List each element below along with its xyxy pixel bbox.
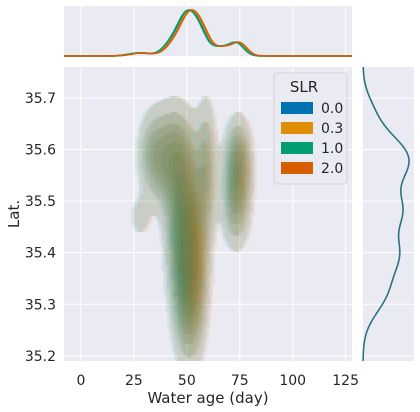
kde-level-0.3: [183, 218, 195, 286]
x-axis-label: Water age (day): [147, 389, 268, 407]
legend-swatch-1.0: [281, 142, 313, 154]
right-marginal-panel: [363, 67, 414, 361]
x-tick-label: 50: [178, 373, 196, 389]
x-tick-label: 100: [279, 373, 306, 389]
x-tick-label: 125: [332, 373, 359, 389]
kde-level-2.0: [149, 124, 251, 346]
joint-kde-contours: [131, 96, 257, 361]
legend-title: SLR: [290, 78, 318, 96]
y-tick-label: 35.3: [25, 297, 56, 313]
y-tick-labels: 35.2 35.3 35.4 35.5 35.6 35.7: [25, 91, 56, 365]
legend-label-0.3: 0.3: [321, 121, 343, 137]
legend-label-0.0: 0.0: [321, 101, 343, 117]
kde-level-1.0: [181, 220, 191, 286]
y-tick-label: 35.7: [25, 91, 56, 107]
x-tick-label: 75: [231, 373, 249, 389]
top-marginal-curves: [64, 9, 352, 57]
kde-level-0.0: [181, 206, 195, 294]
kde-level-0.0: [147, 124, 247, 344]
kde-level-1.0: [151, 132, 243, 334]
kde-level-2.0: [181, 194, 199, 302]
kde-level-0.3: [161, 142, 245, 326]
kde-level-1.0: [145, 124, 247, 344]
x-tick-label: 25: [125, 373, 143, 389]
kde-level-0.0: [179, 194, 197, 302]
kde-level-2.0: [155, 132, 249, 334]
kde-level-2.0: [173, 152, 243, 318]
kde-level-0.3: [153, 132, 247, 336]
kde-level-0.0: [161, 142, 243, 326]
kde-level-2.0: [185, 220, 197, 286]
legend-swatch-0.3: [281, 122, 313, 134]
x-tick-labels: 0 25 50 75 100 125: [76, 373, 359, 389]
y-axis-label: Lat.: [5, 200, 23, 228]
legend-label-2.0: 2.0: [321, 161, 343, 177]
kde-level-1.0: [177, 194, 195, 302]
kde-level-0.3: [179, 170, 199, 310]
kde-level-0.0: [143, 112, 251, 358]
right-marginal-line: [362, 66, 410, 362]
kde-level-1.0: [167, 152, 239, 318]
y-tick-label: 35.6: [25, 143, 56, 159]
right-marginal-grid: [363, 97, 414, 357]
legend: SLR 0.0 0.3 1.0 2.0: [273, 72, 348, 185]
y-tick-label: 35.4: [25, 246, 56, 262]
kde-level-2.0: [135, 96, 257, 361]
kde-level-0.0: [169, 152, 241, 318]
kde-level-0.3: [171, 152, 241, 318]
kde-level-0.0: [181, 218, 193, 286]
right-marginal-curve: [362, 66, 410, 362]
y-tick-label: 35.2: [25, 349, 56, 365]
kde-level-1.0: [175, 172, 197, 310]
kde-level-1.0: [131, 96, 253, 361]
legend-entries: 0.0 0.3 1.0 2.0: [281, 101, 343, 177]
kde-level-0.3: [181, 206, 197, 296]
kde-level-0.0: [153, 132, 245, 334]
kde-level-2.0: [145, 112, 253, 358]
kde-level-0.3: [179, 192, 199, 304]
kde-level-0.3: [149, 124, 249, 346]
kde-level-0.0: [133, 96, 255, 361]
kde-level-2.0: [183, 206, 197, 294]
top-marginal-panel: [64, 6, 352, 56]
kde-level-0.0: [177, 172, 199, 310]
legend-swatch-2.0: [281, 162, 313, 174]
kde-level-0.3: [143, 112, 251, 358]
kde-level-2.0: [163, 142, 245, 326]
legend-label-1.0: 1.0: [321, 141, 343, 157]
kde-level-2.0: [179, 170, 201, 310]
x-tick-label: 0: [76, 373, 85, 389]
legend-swatch-0.0: [281, 102, 313, 114]
kde-level-1.0: [159, 142, 241, 326]
kde-level-1.0: [141, 112, 249, 358]
y-tick-label: 35.5: [25, 194, 56, 210]
top-marginal-line-2.0: [64, 9, 352, 57]
kde-level-1.0: [179, 206, 193, 294]
kde-level-0.3: [133, 96, 255, 361]
